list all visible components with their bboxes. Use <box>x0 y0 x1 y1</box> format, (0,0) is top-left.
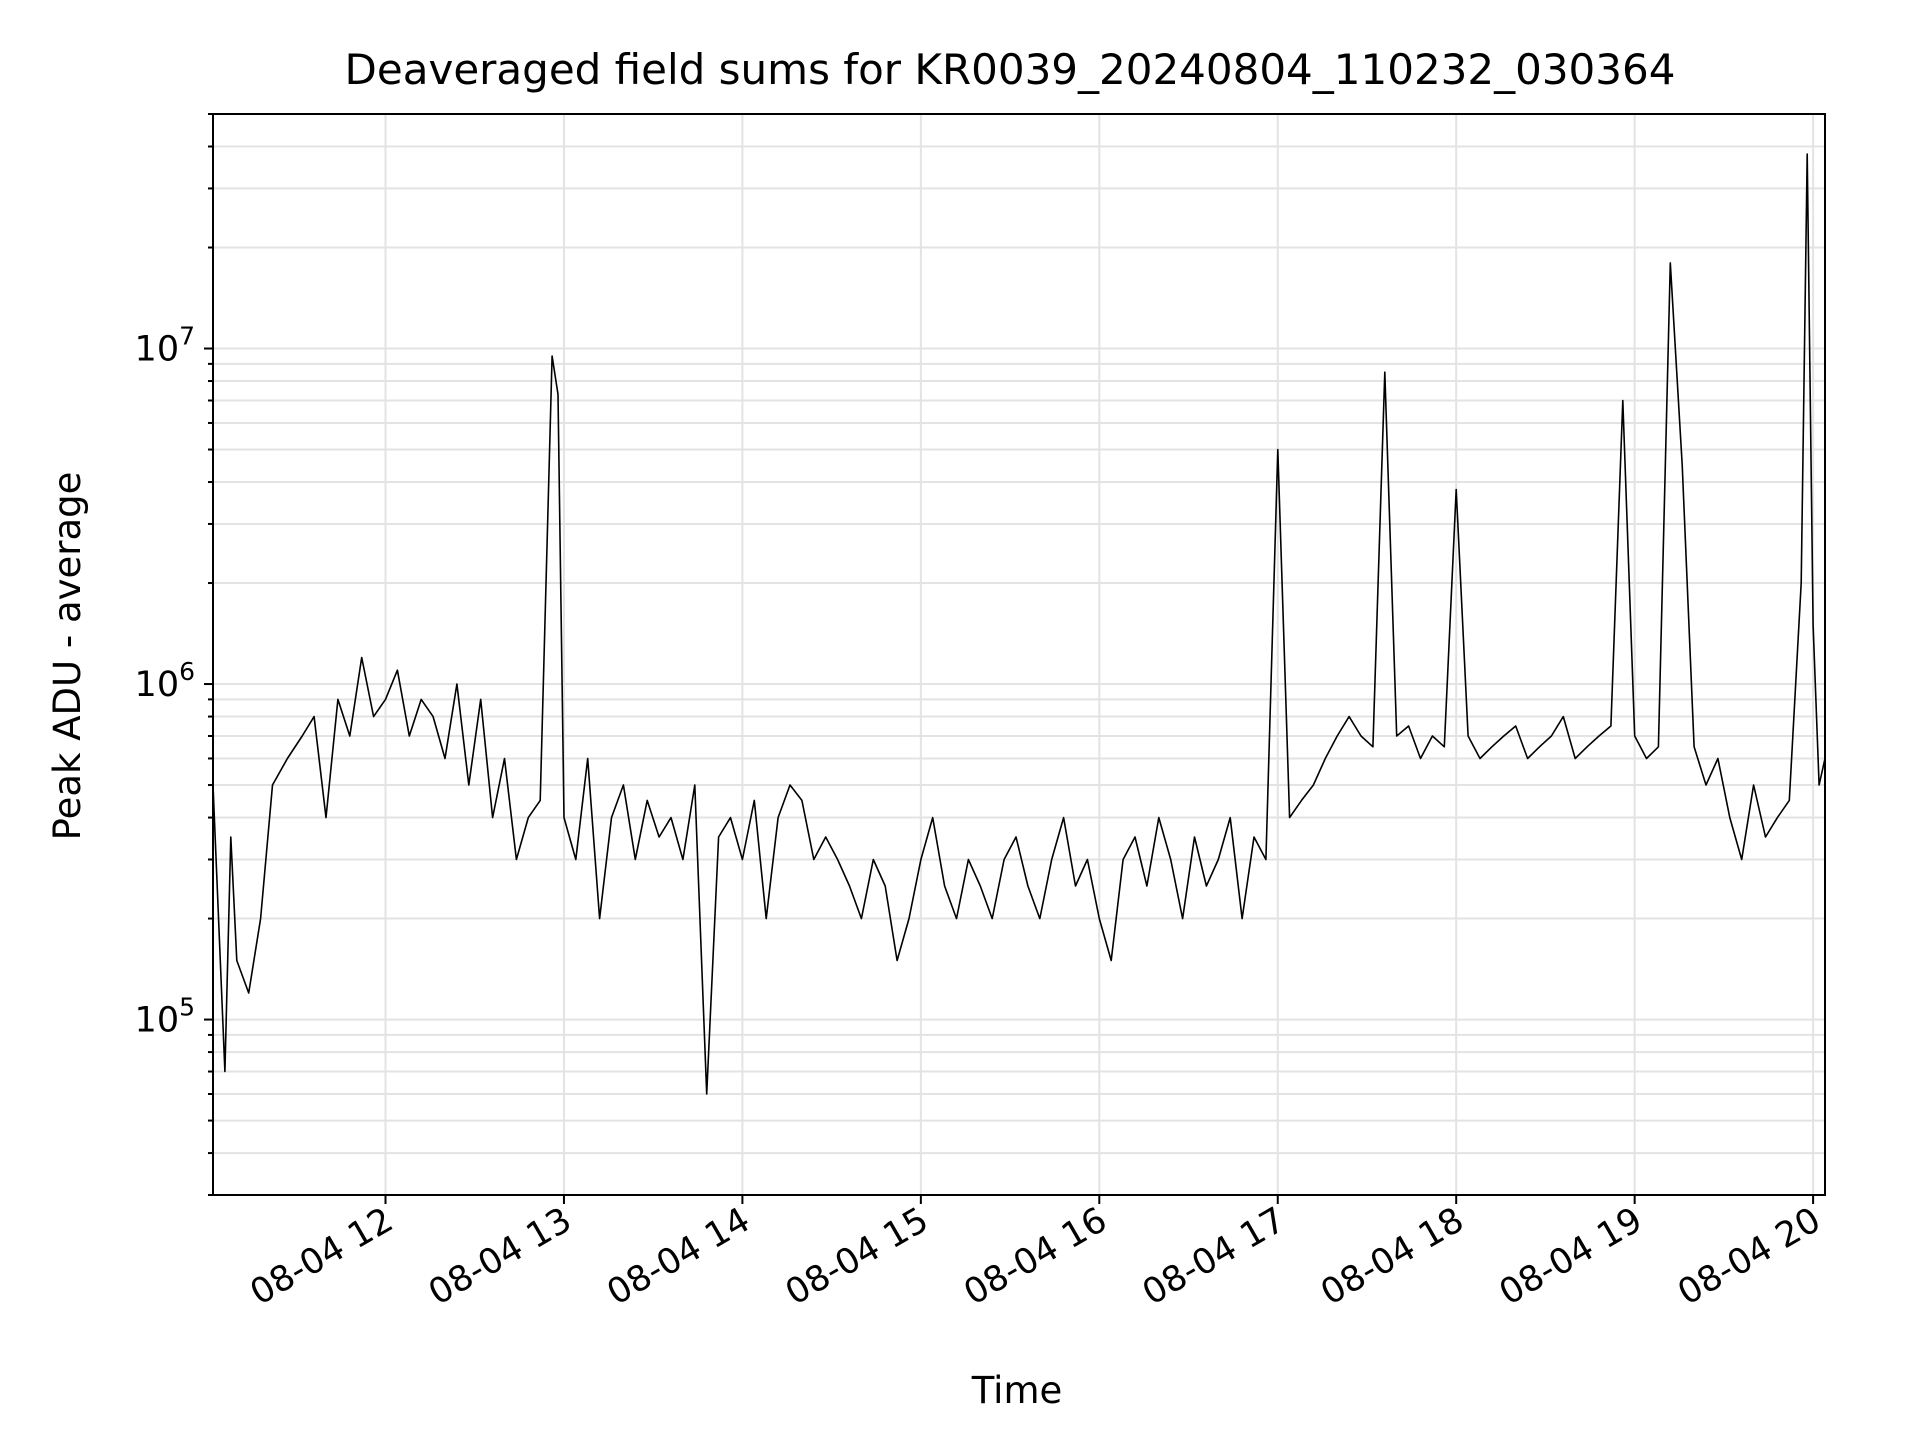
axes-frame <box>212 113 1826 1196</box>
y-axis-label: Peak ADU - average <box>46 472 89 841</box>
chart-title: Deaveraged field sums for KR0039_2024080… <box>345 45 1676 94</box>
series-line <box>212 153 1826 1095</box>
y-tick-label: 107 <box>135 322 195 370</box>
y-tick-label: 105 <box>135 993 195 1041</box>
grid-lines <box>213 113 1825 1196</box>
series-layer <box>212 153 1826 1095</box>
y-tick-labels: 105 106 107 <box>135 322 195 1041</box>
x-axis-label: Time <box>971 1369 1063 1412</box>
tick-marks <box>204 113 1815 1204</box>
y-tick-label: 106 <box>135 657 195 705</box>
